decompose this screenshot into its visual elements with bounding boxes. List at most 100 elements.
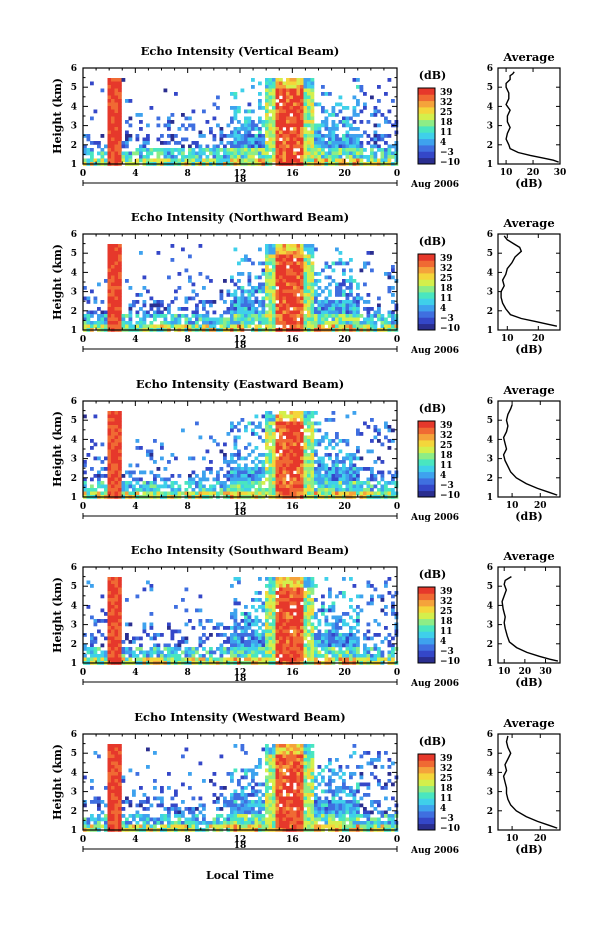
echo-cell: [282, 102, 287, 107]
echo-cell: [328, 289, 332, 294]
echo-cell: [335, 640, 339, 644]
echo-cell: [282, 137, 287, 142]
echo-cell: [146, 657, 150, 662]
echo-cell: [233, 622, 238, 627]
echo-cell: [240, 123, 245, 128]
echo-cell: [373, 151, 378, 156]
echo-cell: [349, 289, 353, 294]
echo-cell: [230, 324, 234, 329]
echo-cell: [198, 314, 203, 318]
echo-cell: [282, 148, 287, 152]
echo-cell: [282, 144, 287, 149]
echo-cell: [100, 324, 105, 329]
panel-title: Echo Intensity (Vertical Beam): [141, 44, 340, 58]
echo-cell: [324, 622, 329, 627]
echo-cell: [258, 425, 262, 429]
echo-cell: [380, 654, 385, 658]
echo-cell: [237, 120, 241, 124]
echo-cell: [286, 282, 290, 287]
echo-cell: [118, 282, 122, 287]
echo-cell: [289, 261, 294, 266]
echo-cell: [296, 310, 301, 315]
echo-cell: [111, 279, 115, 283]
echo-cell: [356, 282, 360, 287]
echo-cell: [230, 467, 234, 471]
echo-cell: [254, 488, 259, 492]
echo-cell: [114, 303, 119, 308]
echo-cell: [90, 81, 94, 86]
echo-cell: [359, 88, 364, 93]
echo-cell: [349, 650, 353, 655]
echo-cell: [324, 463, 329, 468]
echo-cell: [380, 321, 385, 325]
echo-cell: [338, 148, 343, 152]
echo-cell: [279, 148, 283, 152]
echo-cell: [289, 470, 294, 475]
echo-cell: [307, 619, 311, 623]
echo-cell: [307, 643, 311, 648]
echo-cell: [293, 467, 297, 471]
echo-cell: [219, 289, 224, 294]
echo-cell: [254, 314, 259, 318]
colorbar-frame: [417, 253, 436, 331]
date-label: Aug 2006: [410, 180, 459, 190]
echo-cell: [125, 155, 129, 159]
echo-cell: [111, 470, 115, 475]
echo-cell: [366, 307, 371, 311]
echo-cell: [251, 151, 255, 156]
echo-cell: [373, 321, 378, 325]
echo-cell: [153, 484, 157, 489]
echo-cell: [258, 435, 262, 440]
echo-cell: [230, 151, 234, 156]
echo-cell: [338, 95, 343, 100]
x-tick-label: 4: [132, 335, 138, 345]
echo-cell: [321, 481, 325, 485]
echo-cell: [303, 95, 308, 100]
echo-cell: [321, 324, 325, 329]
echo-cell: [300, 460, 304, 464]
echo-cell: [286, 141, 290, 145]
echo-cell: [282, 439, 287, 443]
echo-cell: [174, 488, 178, 492]
echo-cell: [363, 654, 367, 658]
x-tick-label: 0: [394, 335, 400, 345]
colorbar-unit: (dB): [419, 235, 446, 248]
x-tick-label: 4: [132, 668, 138, 678]
echo-cell: [366, 636, 371, 641]
echo-cell: [83, 647, 87, 651]
echo-cell: [226, 324, 231, 329]
echo-cell: [293, 425, 297, 429]
echo-cell: [188, 296, 192, 301]
echo-cell: [219, 137, 224, 142]
echo-cell: [111, 594, 115, 599]
echo-cell: [167, 303, 171, 308]
echo-cell: [258, 137, 262, 142]
echo-cell: [289, 293, 294, 297]
echo-cell: [244, 130, 248, 135]
echo-cell: [100, 442, 105, 447]
echo-cell: [265, 321, 269, 325]
echo-cell: [132, 640, 136, 644]
echo-cell: [212, 484, 217, 489]
echo-cell: [107, 289, 112, 294]
echo-cell: [300, 310, 304, 315]
echo-cell: [107, 92, 112, 96]
echo-cell: [314, 310, 318, 315]
colorbar-segment: [418, 126, 435, 133]
echo-cell: [300, 456, 304, 461]
echo-cell: [307, 425, 311, 429]
echo-cell: [153, 460, 157, 464]
echo-cell: [237, 158, 241, 163]
echo-cell: [275, 279, 280, 283]
echo-cell: [132, 654, 136, 658]
echo-cell: [125, 622, 129, 627]
echo-cell: [258, 289, 262, 294]
echo-cell: [373, 123, 378, 128]
echo-cell: [118, 591, 122, 595]
echo-cell: [282, 421, 287, 426]
echo-cell: [265, 134, 269, 138]
echo-cell: [268, 643, 273, 648]
echo-cell: [107, 442, 112, 447]
echo-cell: [335, 636, 339, 641]
echo-cell: [275, 158, 280, 163]
